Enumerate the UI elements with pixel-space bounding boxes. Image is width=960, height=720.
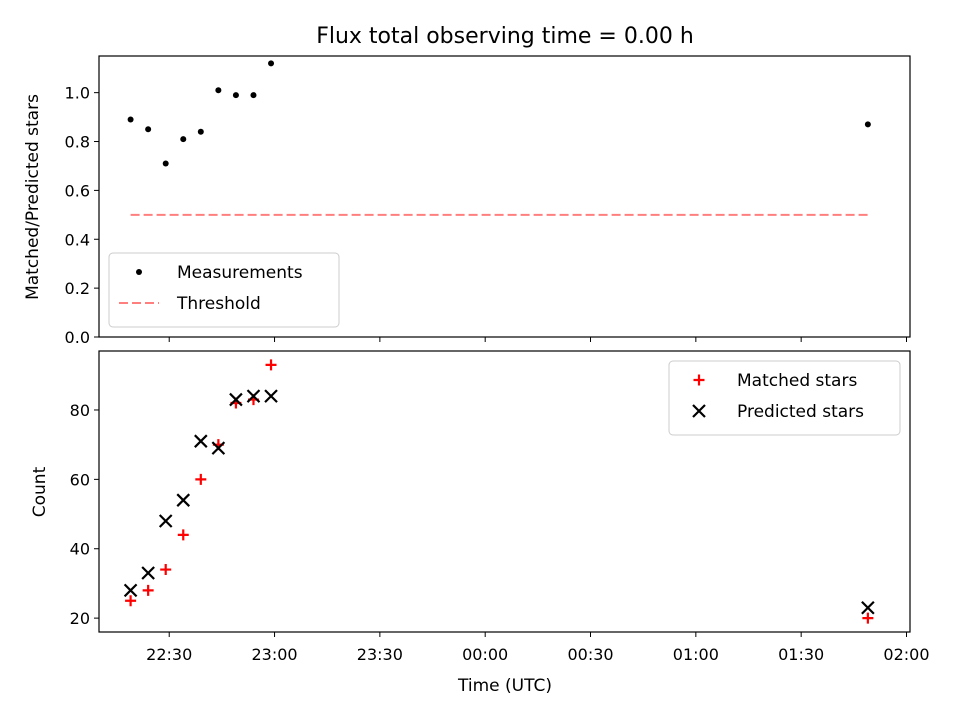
top-y-tick-label-2: 0.4	[65, 230, 90, 249]
bottom-matched-stars-point-3	[177, 529, 189, 541]
top-y-tick-label-4: 0.8	[65, 133, 90, 152]
x-tick-label-5: 01:00	[673, 645, 719, 664]
bottom-legend-box	[668, 360, 901, 436]
bottom-predicted-stars-point-7	[246, 389, 261, 403]
bottom-matched-stars-point-4	[195, 473, 207, 485]
top-measurements-point-0	[127, 116, 134, 123]
bottom-matched-stars-point-8	[265, 359, 277, 371]
bottom-predicted-stars-point-0	[123, 583, 138, 598]
bottom-y-tick-label-0: 20	[70, 609, 90, 628]
top-measurements-point-3	[180, 136, 187, 143]
bottom-predicted-stars-point-2	[158, 514, 173, 528]
top-measurements-point-4	[197, 128, 204, 135]
top-measurements-point-6	[232, 92, 239, 99]
x-tick-label-0: 22:30	[146, 645, 192, 664]
x-axis-label: Time (UTC)	[457, 676, 552, 696]
top-y-tick-label-3: 0.6	[65, 181, 90, 200]
bottom-y-axis-label: Count	[30, 466, 50, 517]
x-tick-label-4: 00:30	[567, 645, 613, 664]
bottom-x-axis: 22:30 23:00 23:30 00:00 00:30 01:00 01:30 02:00	[146, 632, 930, 664]
bottom-legend-predicted-stars-label: Predicted stars	[737, 402, 864, 422]
top-measurements-point-5	[215, 87, 222, 94]
top-plot-area	[127, 60, 871, 216]
bottom-predicted-stars-point-6	[229, 392, 243, 407]
bottom-legend-matched-stars-swatch	[693, 374, 705, 386]
x-tick-label-7: 02:00	[883, 645, 929, 664]
x-tick-label-6: 01:30	[778, 645, 824, 664]
bottom-y-tick-label-2: 60	[70, 470, 90, 489]
top-legend-measurements-label: Measurements	[177, 263, 303, 283]
bottom-predicted-stars-point-5	[211, 441, 226, 455]
bottom-predicted-stars-point-8	[264, 389, 278, 403]
top-panel: 0.0 0.2 0.4 0.6 0.8 1.0 Matched/Predicted sta…	[23, 55, 911, 347]
bottom-predicted-stars-point-1	[141, 566, 155, 580]
top-legend-box	[108, 252, 340, 328]
bottom-predicted-stars-point-9	[861, 600, 875, 615]
bottom-legend-predicted-stars-swatch	[692, 404, 706, 418]
top-legend-measurements-swatch	[136, 269, 142, 275]
bottom-plot-area	[123, 359, 875, 624]
bottom-panel: 20 40 60 80 22:30 23:00 23:30 00:00 00:30 01:00 0…	[30, 350, 930, 696]
bottom-legend-matched-stars-label: Matched stars	[737, 371, 857, 391]
bottom-legend: Matched stars Predicted stars	[668, 360, 901, 436]
top-y-axis-label: Matched/Predicted stars	[23, 94, 43, 300]
bottom-predicted-stars-point-4	[194, 434, 208, 448]
bottom-matched-stars-point-1	[142, 584, 154, 596]
x-tick-label-1: 23:00	[251, 645, 297, 664]
top-measurements-point-8	[268, 60, 275, 67]
x-tick-label-3: 00:00	[462, 645, 508, 664]
top-legend: Measurements Threshold	[108, 252, 340, 328]
x-tick-label-2: 23:30	[357, 645, 403, 664]
bottom-predicted-stars-point-3	[176, 493, 191, 507]
bottom-y-tick-label-3: 80	[70, 401, 90, 420]
chart-title: Flux total observing time = 0.00 h	[316, 24, 694, 49]
bottom-axes-frame	[98, 350, 911, 633]
top-measurements-point-1	[145, 126, 152, 133]
top-y-tick-label-1: 0.2	[65, 279, 90, 298]
top-measurements-point-9	[864, 121, 871, 128]
top-legend-threshold-label: Threshold	[176, 294, 261, 314]
bottom-matched-stars-point-9	[862, 612, 874, 624]
bottom-matched-stars-point-0	[125, 595, 137, 607]
bottom-y-tick-label-1: 40	[70, 540, 90, 559]
top-x-axis	[168, 337, 907, 342]
bottom-y-axis: 20 40 60 80	[70, 401, 99, 628]
top-y-tick-label-0: 0.0	[65, 328, 90, 347]
bottom-matched-stars-point-2	[160, 564, 172, 576]
top-y-tick-label-5: 1.0	[65, 84, 90, 103]
top-measurements-point-7	[250, 92, 257, 99]
top-measurements-point-2	[162, 160, 169, 167]
top-axes-frame	[98, 55, 911, 338]
top-y-axis: 0.0 0.2 0.4 0.6 0.8 1.0	[65, 84, 99, 347]
